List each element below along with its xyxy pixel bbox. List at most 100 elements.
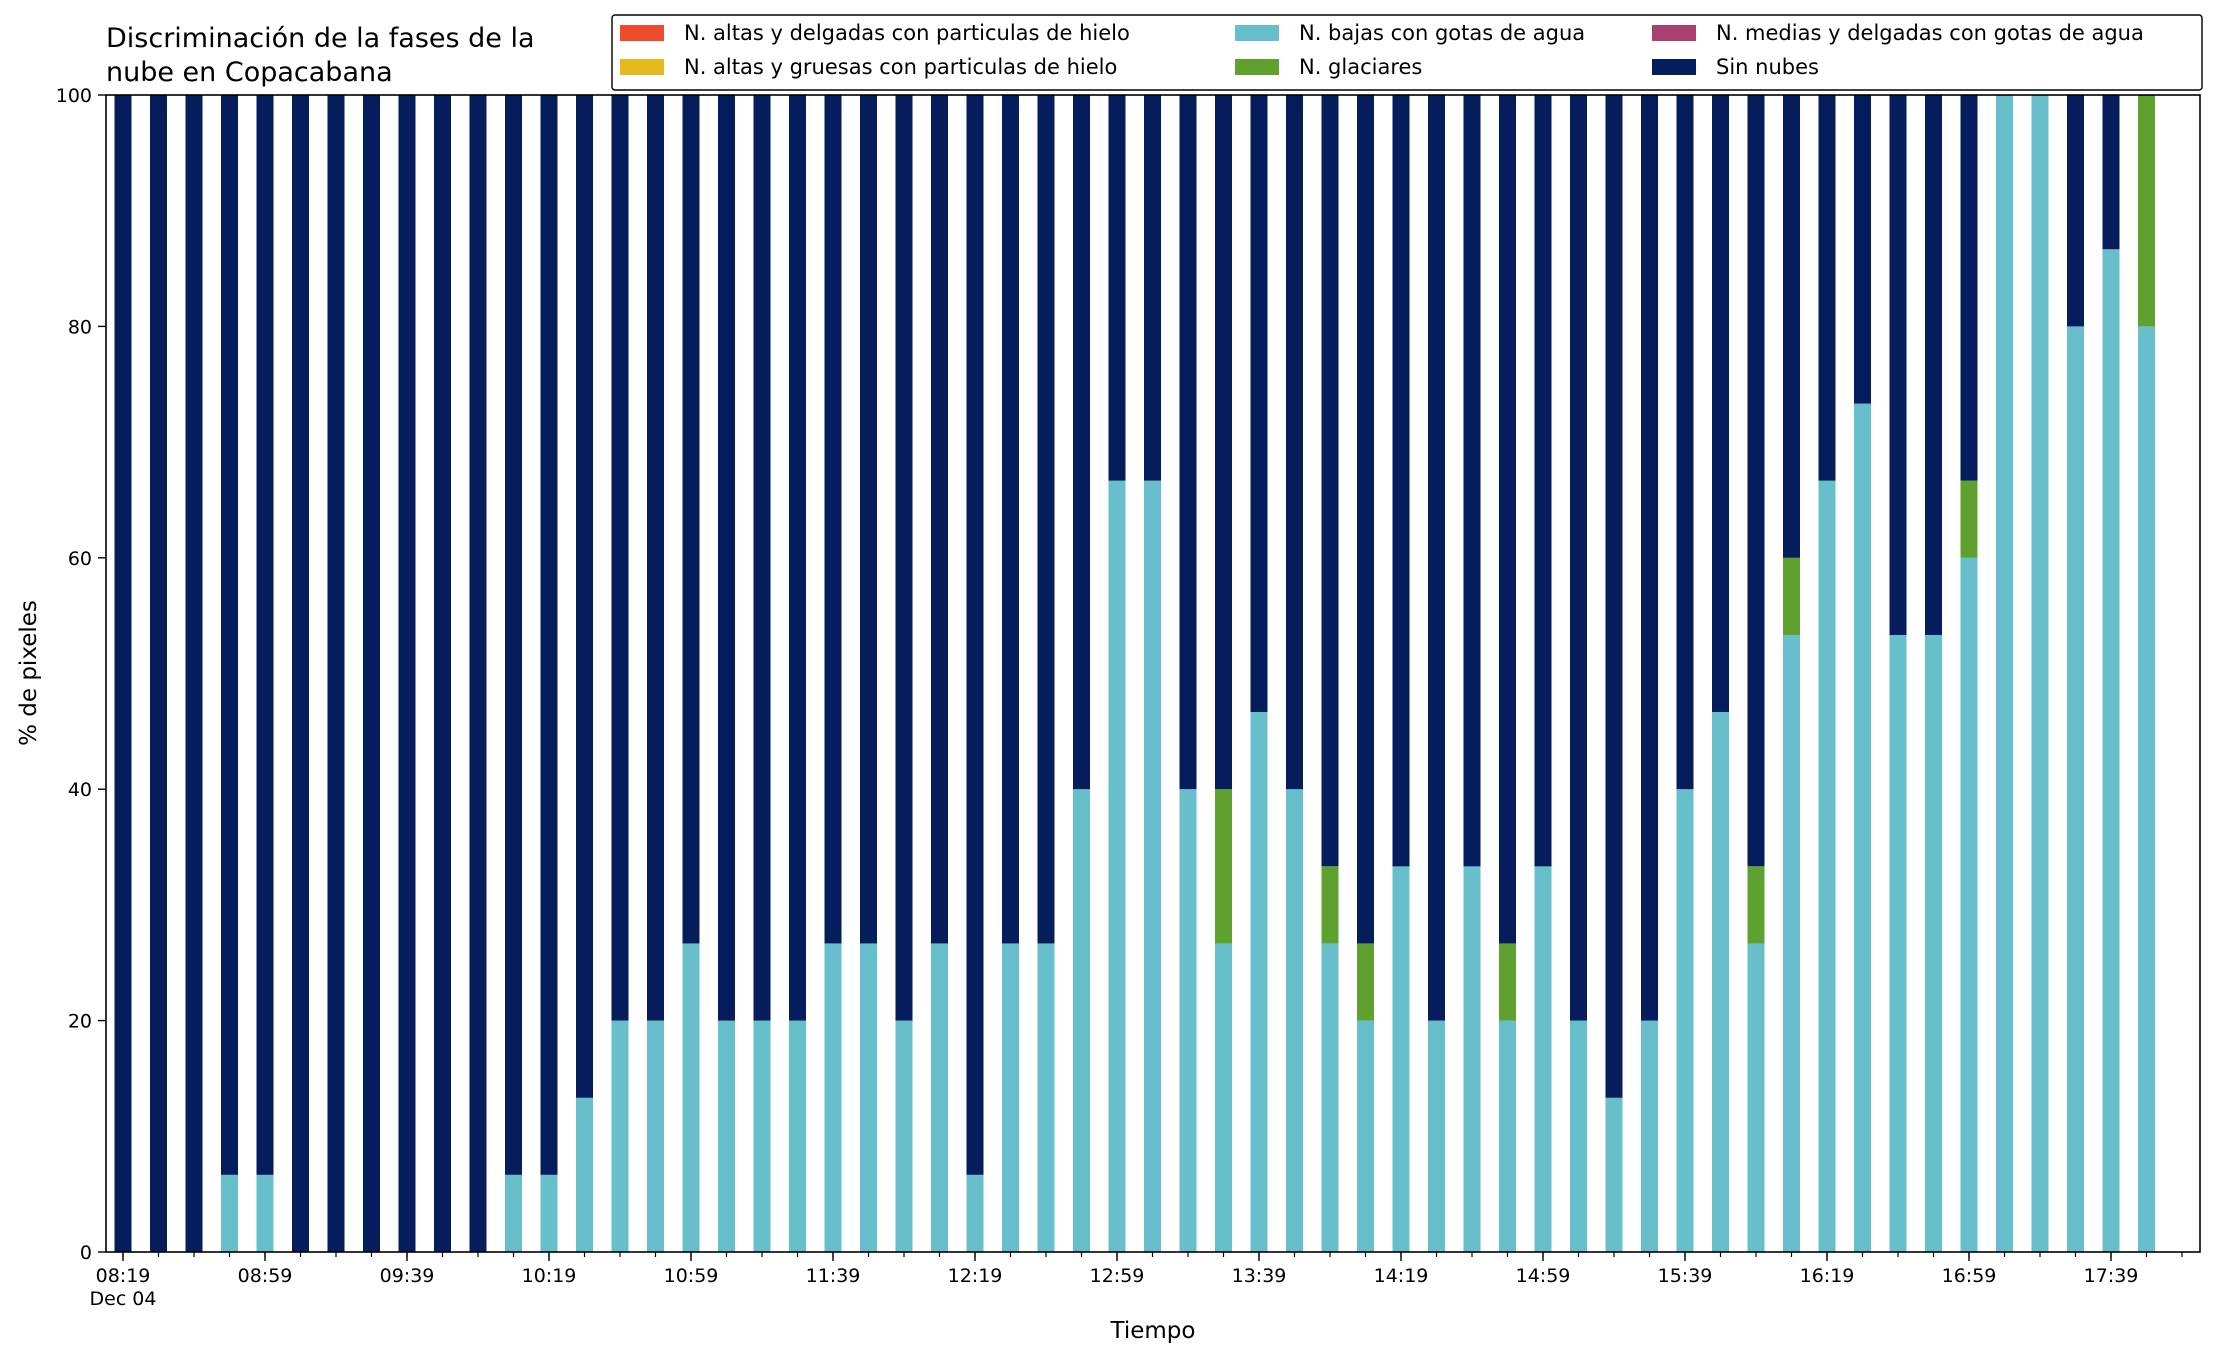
bar-sin-nubes-19 xyxy=(789,95,806,1021)
legend-frame xyxy=(611,14,2203,91)
legend-swatch-n-medias-y-delgadas-con-gotas-de-agua xyxy=(1652,25,1696,41)
bar-n-bajas-con-gotas-de-agua-48 xyxy=(1818,480,1836,1252)
bar-n-bajas-con-gotas-de-agua-21 xyxy=(860,943,877,1252)
bar-n-bajas-con-gotas-de-agua-18 xyxy=(753,1020,771,1252)
bar-sin-nubes-23 xyxy=(931,95,948,944)
bar-n-bajas-con-gotas-de-agua-11 xyxy=(505,1174,522,1252)
bar-sin-nubes-5 xyxy=(292,95,309,1252)
bar-sin-nubes-2 xyxy=(185,95,203,1252)
bar-sin-nubes-40 xyxy=(1534,95,1552,867)
bar-n-bajas-con-gotas-de-agua-38 xyxy=(1463,866,1481,1252)
bar-sin-nubes-56 xyxy=(2102,95,2120,250)
bar-n-bajas-con-gotas-de-agua-50 xyxy=(1889,634,1907,1252)
legend-swatch-n-altas-y-gruesas-con-particulas-de-hielo xyxy=(620,59,664,75)
bar-n-bajas-con-gotas-de-agua-25 xyxy=(1002,943,1019,1252)
bar-sin-nubes-10 xyxy=(469,95,487,1252)
bar-sin-nubes-21 xyxy=(860,95,877,944)
x-tick-label: 08:59 xyxy=(238,1265,293,1287)
legend-label-n-altas-y-delgadas-con-particulas-de-hielo: N. altas y delgadas con particulas de hi… xyxy=(684,21,1130,45)
bar-sin-nubes-20 xyxy=(824,95,842,944)
bar-sin-nubes-26 xyxy=(1037,95,1055,944)
legend-swatch-n-bajas-con-gotas-de-agua xyxy=(1235,25,1279,41)
legend-label-n-altas-y-gruesas-con-particulas-de-hielo: N. altas y gruesas con particulas de hie… xyxy=(684,55,1117,79)
bar-sin-nubes-52 xyxy=(1960,95,1978,481)
bar-sin-nubes-41 xyxy=(1570,95,1587,1021)
bar-sin-nubes-51 xyxy=(1925,95,1942,635)
legend-label-n-medias-y-delgadas-con-gotas-de-agua: N. medias y delgadas con gotas de agua xyxy=(1716,21,2144,45)
x-tick-label: 15:39 xyxy=(1658,1265,1713,1287)
bar-sin-nubes-6 xyxy=(327,95,345,1252)
bar-sin-nubes-33 xyxy=(1286,95,1303,790)
bar-sin-nubes-1 xyxy=(150,95,167,1252)
bar-n-bajas-con-gotas-de-agua-12 xyxy=(540,1174,558,1252)
bar-n-glaciares-52 xyxy=(1960,480,1978,558)
bar-n-glaciares-35 xyxy=(1357,943,1374,1021)
y-tick-label: 60 xyxy=(68,548,92,570)
legend: N. altas y delgadas con particulas de hi… xyxy=(611,14,2203,91)
y-tick-label: 40 xyxy=(68,779,92,801)
legend-swatch-sin-nubes xyxy=(1652,59,1696,75)
y-axis: 0 20 40 60 80 100 xyxy=(56,85,106,1264)
bar-sin-nubes-22 xyxy=(895,95,913,1021)
bar-n-glaciares-57 xyxy=(2138,95,2155,327)
bar-n-bajas-con-gotas-de-agua-34 xyxy=(1321,943,1339,1252)
bar-n-bajas-con-gotas-de-agua-17 xyxy=(718,1020,735,1252)
bar-sin-nubes-43 xyxy=(1641,95,1658,1021)
bar-sin-nubes-39 xyxy=(1499,95,1516,944)
x-tick-label: 12:59 xyxy=(1090,1265,1145,1287)
bar-n-bajas-con-gotas-de-agua-31 xyxy=(1215,943,1232,1252)
x-axis-label: Tiempo xyxy=(1110,1318,1196,1344)
bar-sin-nubes-31 xyxy=(1215,95,1232,790)
legend-label-n-glaciares: N. glaciares xyxy=(1299,55,1422,79)
bar-sin-nubes-44 xyxy=(1676,95,1694,790)
bar-sin-nubes-4 xyxy=(256,95,274,1175)
bar-sin-nubes-35 xyxy=(1357,95,1374,944)
bar-sin-nubes-11 xyxy=(505,95,522,1175)
x-tick-label: 11:39 xyxy=(806,1265,861,1287)
bar-sin-nubes-42 xyxy=(1605,95,1623,1098)
x-tick-label: 10:59 xyxy=(664,1265,719,1287)
bar-sin-nubes-17 xyxy=(718,95,735,1021)
bar-n-bajas-con-gotas-de-agua-57 xyxy=(2138,326,2155,1252)
bar-n-bajas-con-gotas-de-agua-36 xyxy=(1392,866,1410,1252)
bar-sin-nubes-14 xyxy=(611,95,629,1021)
bar-sin-nubes-46 xyxy=(1747,94,1765,867)
bar-n-bajas-con-gotas-de-agua-46 xyxy=(1747,943,1765,1252)
bar-n-bajas-con-gotas-de-agua-33 xyxy=(1286,789,1303,1252)
bar-n-bajas-con-gotas-de-agua-30 xyxy=(1179,789,1197,1252)
bar-n-bajas-con-gotas-de-agua-14 xyxy=(611,1020,629,1252)
x-tick-label: 14:19 xyxy=(1374,1265,1429,1287)
bar-n-bajas-con-gotas-de-agua-45 xyxy=(1712,712,1729,1252)
bar-n-bajas-con-gotas-de-agua-56 xyxy=(2102,249,2120,1253)
legend-swatch-n-glaciares xyxy=(1235,59,1279,75)
bar-sin-nubes-13 xyxy=(576,95,593,1098)
bar-n-bajas-con-gotas-de-agua-32 xyxy=(1250,712,1268,1252)
bar-sin-nubes-34 xyxy=(1321,94,1339,867)
legend-swatch-n-altas-y-delgadas-con-particulas-de-hielo xyxy=(620,25,664,41)
bar-sin-nubes-7 xyxy=(363,95,380,1252)
y-tick-label: 0 xyxy=(80,1242,92,1264)
bar-n-bajas-con-gotas-de-agua-13 xyxy=(576,1097,593,1252)
bar-n-bajas-con-gotas-de-agua-37 xyxy=(1428,1020,1445,1252)
bar-n-bajas-con-gotas-de-agua-52 xyxy=(1960,557,1978,1252)
bar-n-bajas-con-gotas-de-agua-24 xyxy=(966,1174,984,1252)
bar-n-bajas-con-gotas-de-agua-55 xyxy=(2067,326,2084,1252)
bar-sin-nubes-29 xyxy=(1144,95,1161,481)
bar-sin-nubes-25 xyxy=(1002,95,1019,944)
x-tick-label: 08:19 xyxy=(96,1265,151,1287)
bar-n-glaciares-39 xyxy=(1499,943,1516,1021)
bar-sin-nubes-28 xyxy=(1108,95,1126,481)
y-tick-label: 80 xyxy=(68,316,92,338)
bar-n-bajas-con-gotas-de-agua-39 xyxy=(1499,1020,1516,1252)
bar-n-bajas-con-gotas-de-agua-49 xyxy=(1854,403,1871,1252)
bar-sin-nubes-24 xyxy=(966,95,984,1175)
bar-n-glaciares-34 xyxy=(1321,866,1339,944)
bar-sin-nubes-0 xyxy=(114,95,132,1252)
x-tick-label: 09:39 xyxy=(380,1265,435,1287)
bar-n-bajas-con-gotas-de-agua-27 xyxy=(1073,789,1090,1252)
bar-sin-nubes-3 xyxy=(221,95,238,1175)
bar-sin-nubes-36 xyxy=(1392,95,1410,867)
bar-n-bajas-con-gotas-de-agua-19 xyxy=(789,1020,806,1252)
x-tick-label: 16:59 xyxy=(1942,1265,1997,1287)
bar-n-bajas-con-gotas-de-agua-44 xyxy=(1676,789,1694,1252)
